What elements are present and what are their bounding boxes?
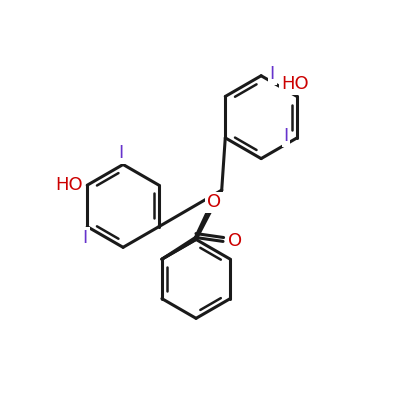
- Text: HO: HO: [55, 176, 82, 194]
- Text: O: O: [228, 232, 242, 250]
- Text: I: I: [118, 144, 124, 162]
- Text: O: O: [207, 193, 221, 211]
- Text: HO: HO: [281, 75, 309, 93]
- Text: I: I: [83, 229, 88, 247]
- Text: I: I: [283, 127, 288, 145]
- Text: I: I: [270, 65, 275, 83]
